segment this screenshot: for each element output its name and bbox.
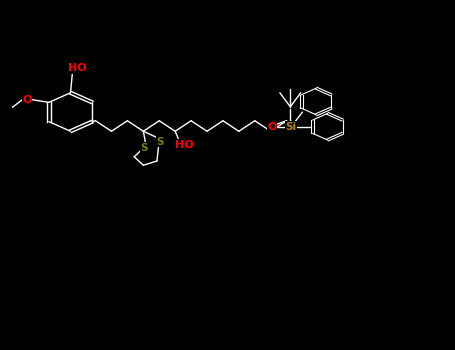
- Text: S: S: [157, 137, 164, 147]
- Text: HO: HO: [176, 140, 194, 149]
- Text: O: O: [268, 122, 277, 132]
- Text: Si: Si: [286, 122, 297, 132]
- Text: S: S: [140, 143, 147, 153]
- Text: O: O: [22, 94, 32, 105]
- Text: HO: HO: [68, 63, 86, 73]
